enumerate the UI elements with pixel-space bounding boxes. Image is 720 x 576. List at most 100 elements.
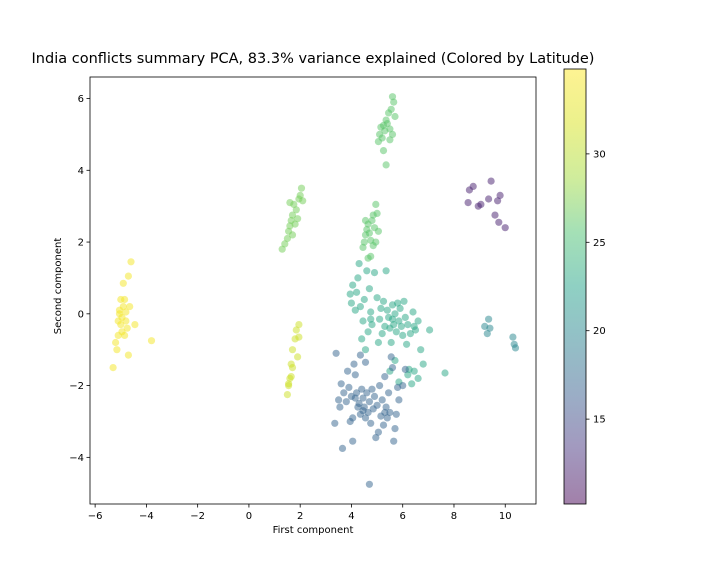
scatter-point <box>372 238 380 246</box>
scatter-point <box>351 371 359 379</box>
scatter-point <box>294 353 302 361</box>
scatter-point <box>487 177 495 185</box>
scatter-point <box>114 331 122 339</box>
scatter-point <box>401 365 409 373</box>
x-tick-label: −6 <box>88 511 103 522</box>
scatter-point <box>295 321 303 329</box>
scatter-point <box>118 313 126 321</box>
scatter-point <box>378 396 386 404</box>
scatter-points <box>109 93 520 488</box>
x-tick-label: 0 <box>246 511 252 522</box>
scatter-point <box>288 211 297 219</box>
scatter-point <box>346 290 354 298</box>
x-axis-label: First component <box>273 525 354 536</box>
scatter-point <box>331 419 339 427</box>
scatter-point <box>287 360 295 368</box>
scatter-point <box>360 295 368 304</box>
scatter-point <box>441 369 449 377</box>
scatter-point <box>373 294 381 302</box>
scatter-point <box>501 224 509 232</box>
scatter-point <box>410 367 418 375</box>
scatter-point <box>332 349 340 357</box>
scatter-point <box>335 396 343 404</box>
scatter-point <box>391 425 399 433</box>
scatter-point <box>379 121 388 129</box>
scatter-point <box>386 136 394 144</box>
scatter-point <box>382 161 390 169</box>
scatter-point <box>495 218 503 226</box>
scatter-point <box>379 421 388 429</box>
scatter-point <box>376 382 384 390</box>
scatter-point <box>391 112 399 121</box>
scatter-point <box>399 382 407 390</box>
x-tick-label: 10 <box>499 511 512 522</box>
scatter-point <box>411 326 420 334</box>
scatter-point <box>358 335 366 343</box>
scatter-point <box>368 216 376 225</box>
y-axis-ticks: −4 −2 0 2 4 6 <box>69 94 90 464</box>
scatter-point <box>112 338 120 347</box>
scatter-point <box>397 322 405 330</box>
scatter-point <box>485 195 493 203</box>
scatter-point <box>486 324 494 332</box>
scatter-point <box>126 303 134 311</box>
scatter-point <box>370 392 379 400</box>
scatter-point <box>374 227 382 235</box>
scatter-point <box>403 340 411 348</box>
scatter-point <box>350 360 358 368</box>
scatter-point <box>373 209 381 217</box>
scatter-point <box>417 346 425 354</box>
colorbar-ticks: 15 20 25 30 <box>586 149 606 426</box>
scatter-point <box>297 184 306 192</box>
scatter-point <box>386 408 394 417</box>
scatter-point <box>404 371 412 379</box>
scatter-point <box>344 367 352 375</box>
scatter-point <box>347 299 355 307</box>
scatter-point <box>374 338 382 347</box>
scatter-point <box>356 303 364 311</box>
scatter-point <box>388 364 397 372</box>
scatter-point <box>355 399 363 408</box>
scatter-point <box>390 321 398 329</box>
scatter-point <box>349 437 357 445</box>
scatter-point <box>404 321 412 329</box>
scatter-point <box>147 337 156 345</box>
scatter-point <box>379 147 388 155</box>
colorbar-frame <box>563 68 587 505</box>
scatter-point <box>511 344 520 352</box>
y-axis-label: Second component <box>53 238 64 335</box>
scatter-point <box>409 308 417 316</box>
scatter-point <box>408 380 416 388</box>
scatter-point <box>131 321 139 329</box>
scatter-point <box>365 398 373 406</box>
chart-title: India conflicts summary PCA, 83.3% varia… <box>32 51 595 67</box>
scatter-point <box>345 383 353 391</box>
scatter-point <box>287 373 295 381</box>
scatter-point <box>340 389 348 397</box>
scatter-point <box>346 417 354 426</box>
scatter-point <box>367 315 375 323</box>
scatter-point <box>491 211 499 219</box>
scatter-point <box>336 403 344 411</box>
scatter-point <box>477 200 485 208</box>
scatter-point <box>379 297 388 305</box>
scatter-point <box>383 306 391 314</box>
scatter-point <box>363 267 371 275</box>
scatter-point <box>351 306 359 314</box>
y-tick-label: 0 <box>78 309 84 320</box>
scatter-point <box>377 304 385 312</box>
scatter-point <box>361 346 370 354</box>
scatter-point <box>121 295 129 304</box>
scatter-point <box>286 199 294 207</box>
scatter-point <box>342 398 350 406</box>
scatter-point <box>115 306 124 314</box>
scatter-point <box>387 105 395 113</box>
scatter-point <box>496 191 504 199</box>
scatter-point <box>385 389 393 397</box>
x-tick-label: 4 <box>348 511 354 522</box>
scatter-point <box>494 197 502 205</box>
x-axis-ticks: −6 −4 −2 0 2 4 6 8 10 <box>88 504 512 522</box>
scatter-point <box>378 134 386 142</box>
scatter-point <box>363 389 371 397</box>
